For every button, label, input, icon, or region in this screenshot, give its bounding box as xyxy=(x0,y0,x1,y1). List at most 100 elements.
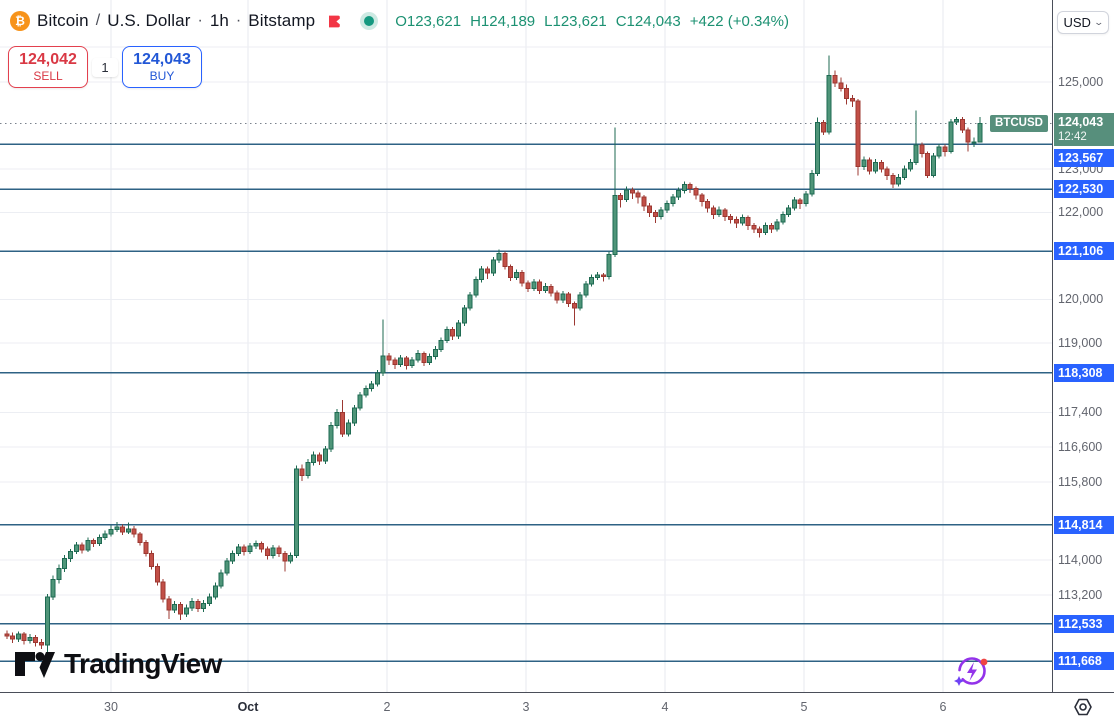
candle-body xyxy=(311,454,317,463)
candle-body xyxy=(959,118,965,131)
price-alert-badge[interactable]: 118,308 xyxy=(1054,363,1114,382)
candle-body xyxy=(930,155,936,176)
candle-body xyxy=(27,636,33,641)
candle-body xyxy=(618,194,624,200)
price-label: 122,000 xyxy=(1053,204,1114,221)
candle-body xyxy=(774,221,780,230)
current-price-badge[interactable]: 124,043 12:42 xyxy=(1054,112,1114,146)
candle-body xyxy=(884,168,890,176)
candle-body xyxy=(73,544,79,552)
candle-body xyxy=(826,74,832,133)
candle-body xyxy=(293,468,299,557)
candle-body xyxy=(67,550,73,560)
candle-body xyxy=(62,558,68,570)
market-open-indicator-icon[interactable] xyxy=(360,12,379,30)
spread-value: 1 xyxy=(92,57,118,77)
candle-body xyxy=(201,603,207,610)
candle-body xyxy=(102,533,108,538)
price-label: 116,600 xyxy=(1053,439,1114,456)
candle-body xyxy=(803,193,809,205)
price-alert-badge[interactable]: 112,533 xyxy=(1054,614,1114,633)
candle-body xyxy=(670,196,676,205)
candle-body xyxy=(728,216,734,220)
candle-body xyxy=(901,168,907,179)
candle-body xyxy=(253,543,259,547)
legend-open: O123,621 xyxy=(395,12,462,30)
candle-body xyxy=(809,172,815,195)
lightning-sparkle-icon[interactable] xyxy=(951,651,991,696)
candle-body xyxy=(230,553,236,562)
candle-body xyxy=(861,159,867,168)
interval-value[interactable]: 1h xyxy=(209,11,229,30)
candle-body xyxy=(212,585,218,598)
candle-body xyxy=(143,542,149,555)
symbol-header: ₿ Bitcoin / U.S. Dollar · 1h · Bitstamp … xyxy=(10,10,789,32)
candle-body xyxy=(328,424,334,450)
candle-body xyxy=(502,253,508,268)
candle-body xyxy=(797,199,803,205)
candle-body xyxy=(39,642,45,646)
currency-selector[interactable]: USD ⌄ xyxy=(1057,11,1109,34)
candle-body xyxy=(919,144,925,155)
dot-separator: · xyxy=(197,12,203,29)
candle-body xyxy=(612,194,618,256)
price-alert-badge[interactable]: 114,814 xyxy=(1054,515,1114,534)
price-scale[interactable]: 125,000 123,000 122,000 120,000 119,000 117,4… xyxy=(1052,0,1114,692)
candle-body xyxy=(548,285,554,294)
symbol-base[interactable]: Bitcoin xyxy=(37,11,89,30)
tradingview-logo[interactable]: TradingView xyxy=(14,648,222,680)
candle-body xyxy=(658,209,664,218)
candle-body xyxy=(380,355,386,374)
candle-body xyxy=(977,123,983,143)
candle-body xyxy=(762,224,768,233)
candle-body xyxy=(340,411,346,435)
time-label: 5 xyxy=(800,700,808,714)
candle-body xyxy=(421,353,427,363)
price-alert-badge[interactable]: 123,567 xyxy=(1054,148,1114,167)
legend-close: C124,043 xyxy=(615,12,681,30)
time-label: Oct xyxy=(237,700,259,714)
candle-body xyxy=(10,635,16,640)
candle-body xyxy=(878,161,884,170)
price-alert-badge[interactable]: 121,106 xyxy=(1054,242,1114,261)
candle-body xyxy=(398,357,404,365)
symbol-quote[interactable]: U.S. Dollar xyxy=(107,11,191,30)
candle-body xyxy=(334,411,340,426)
candle-body xyxy=(595,274,601,279)
candle-body xyxy=(948,121,954,153)
price-alert-badge[interactable]: 122,530 xyxy=(1054,180,1114,199)
flag-icon[interactable] xyxy=(326,13,343,30)
candle-body xyxy=(438,340,444,350)
candle-body xyxy=(224,560,230,574)
candle-body xyxy=(195,600,201,610)
symbol-price-flag[interactable]: BTCUSD xyxy=(990,115,1048,133)
price-label: 113,200 xyxy=(1053,586,1114,603)
candle-body xyxy=(705,201,711,209)
candle-body xyxy=(791,199,797,209)
exchange-name[interactable]: Bitstamp xyxy=(248,11,316,30)
candle-body xyxy=(108,529,114,535)
ohlc-legend: O123,621 H124,189 L123,621 C124,043 +422… xyxy=(395,13,789,30)
candle-body xyxy=(33,636,39,644)
time-label: 30 xyxy=(104,700,118,714)
gear-icon[interactable] xyxy=(1072,697,1094,722)
candle-body xyxy=(925,153,931,176)
candle-body xyxy=(589,277,595,285)
candle-body xyxy=(299,468,305,476)
time-label: 6 xyxy=(939,700,947,714)
candle-body xyxy=(652,211,658,218)
candle-body xyxy=(21,633,27,641)
current-price-value: 124,043 xyxy=(1058,114,1104,129)
candle-body xyxy=(681,184,687,192)
price-alert-badge[interactable]: 111,668 xyxy=(1054,652,1114,671)
candle-body xyxy=(91,539,97,545)
candle-body xyxy=(757,228,763,233)
sell-button[interactable]: 124,042 SELL xyxy=(8,46,88,88)
buy-button[interactable]: 124,043 BUY xyxy=(122,46,202,88)
candle-body xyxy=(734,218,740,224)
candle-body xyxy=(832,74,838,84)
candle-body xyxy=(114,526,120,531)
candle-body xyxy=(531,281,537,289)
time-scale[interactable]: 30 Oct 2 3 4 5 6 xyxy=(0,692,1114,725)
